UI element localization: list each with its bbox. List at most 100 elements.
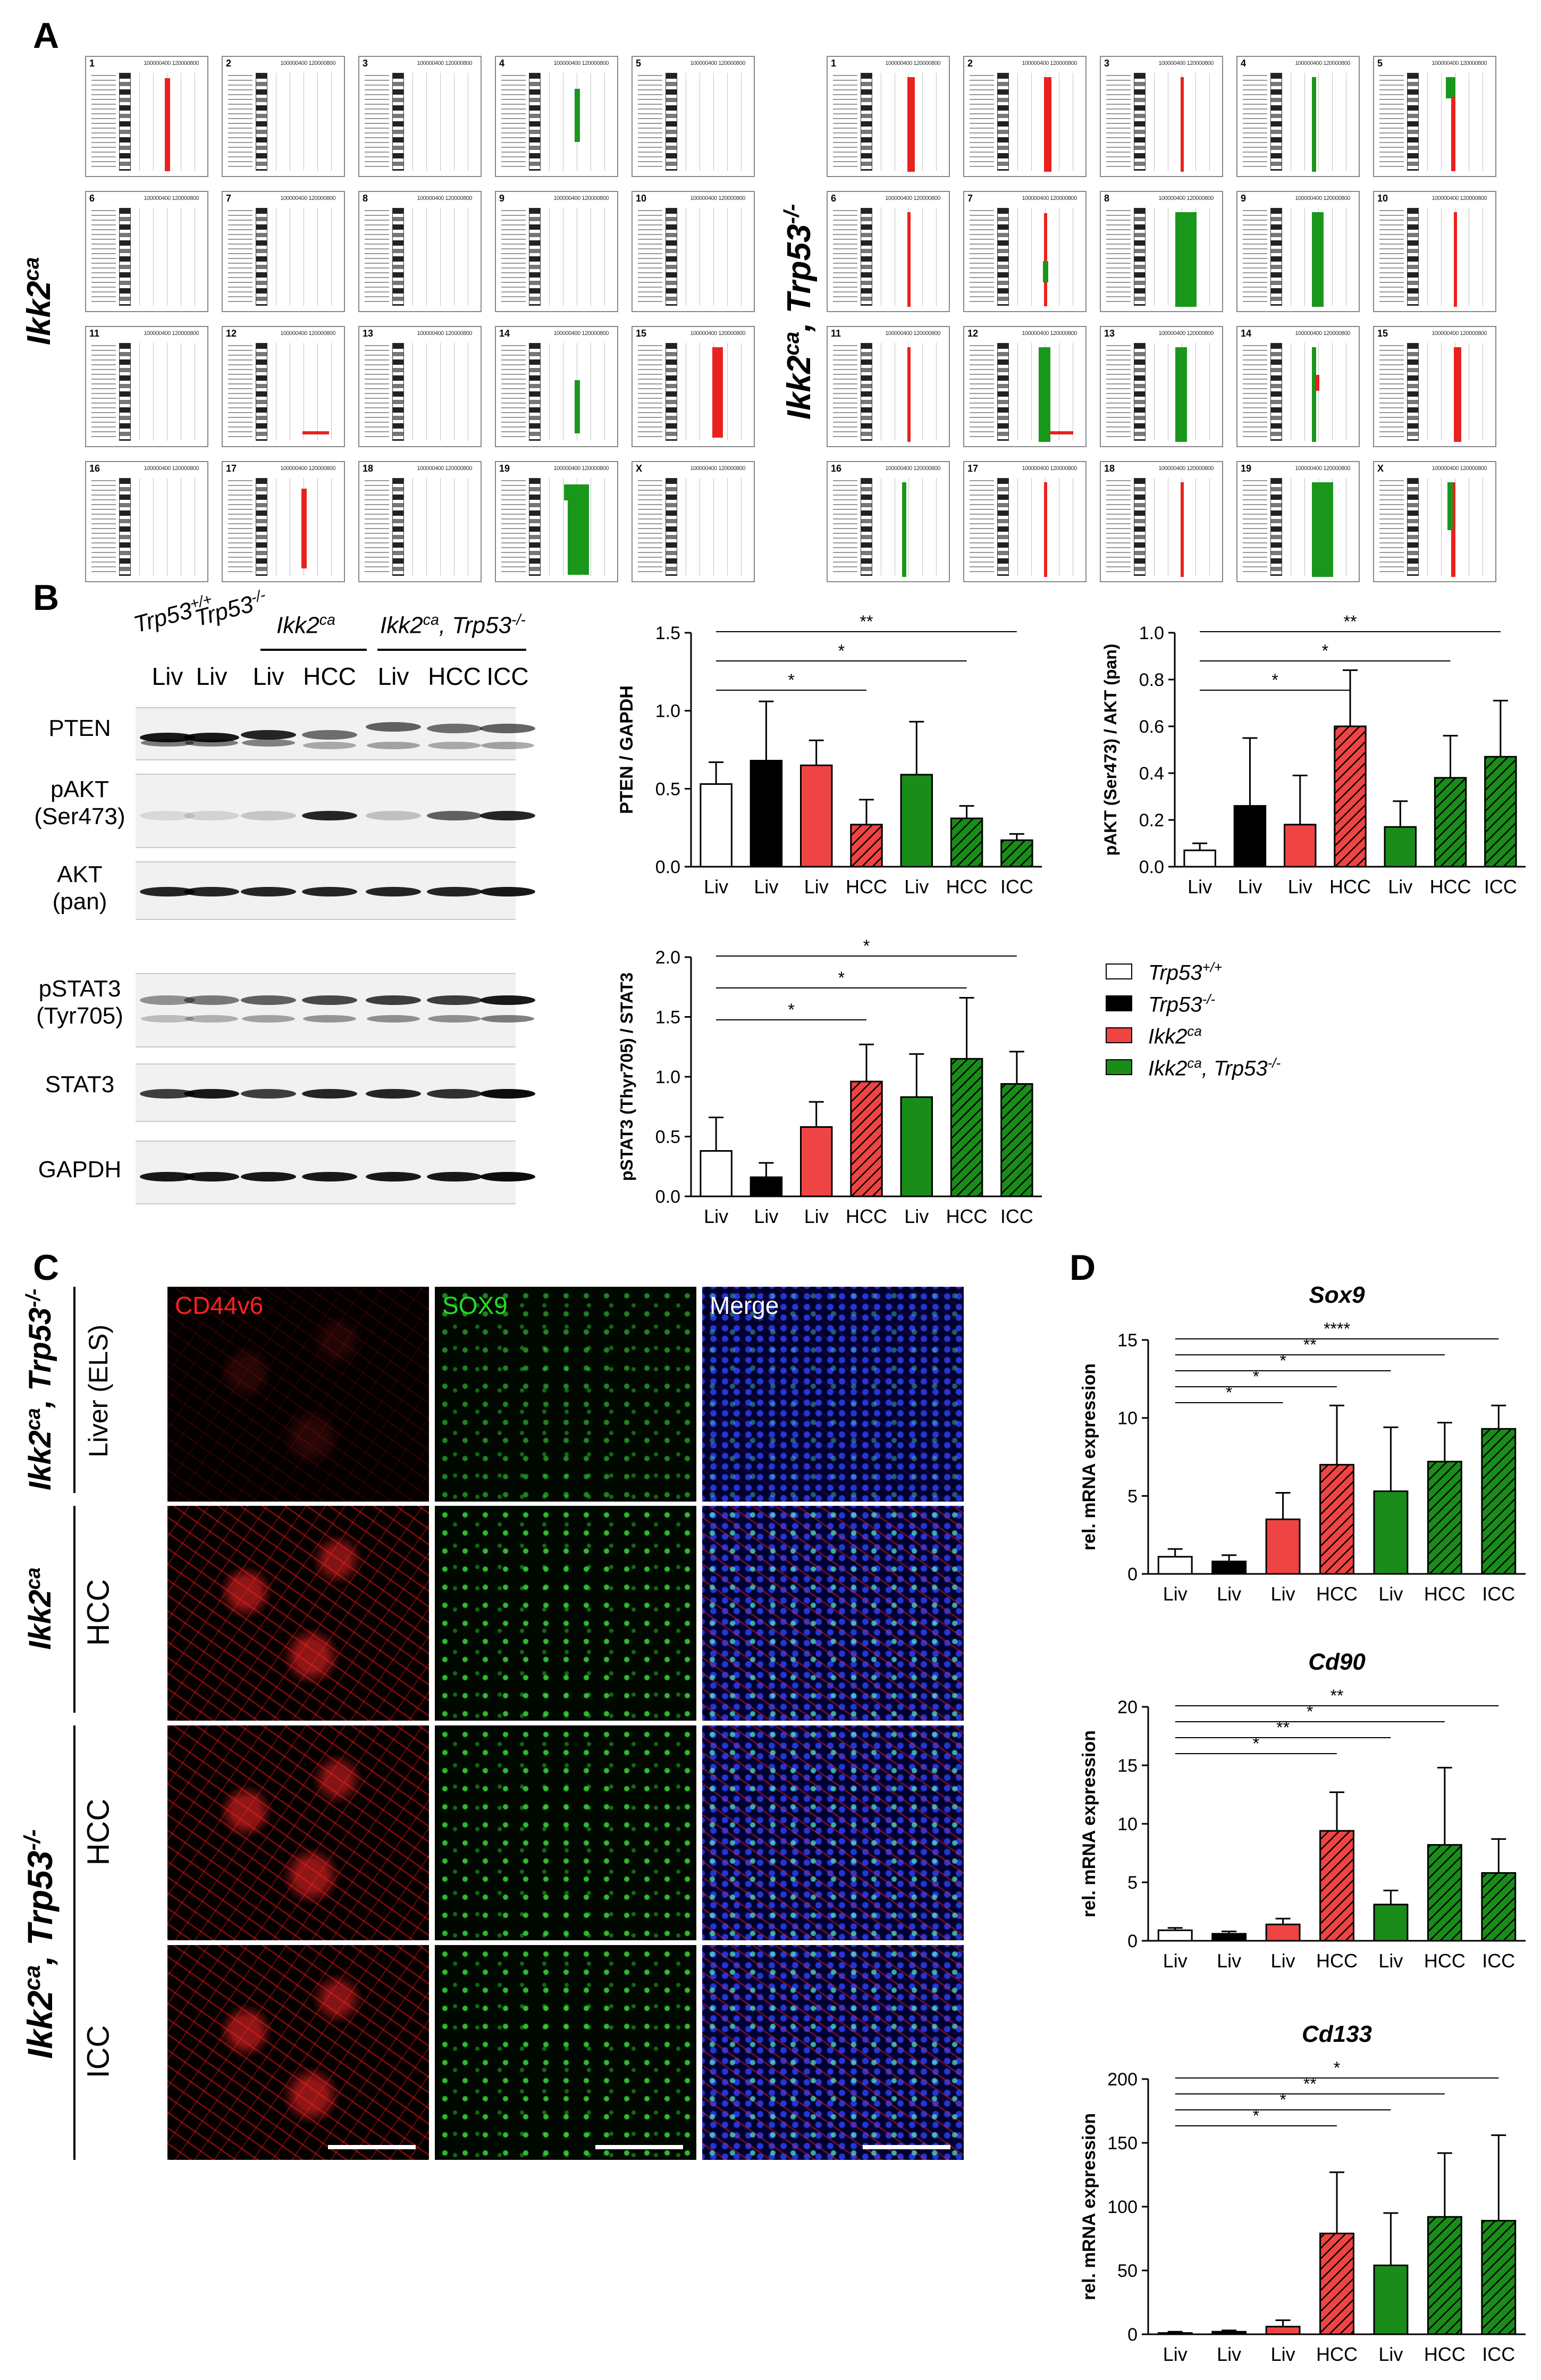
lane-label: Liv [151, 663, 183, 690]
chromosome-panel-9: 9 100000400 120000800 [1236, 191, 1360, 312]
y-tick-label: 1.5 [655, 1008, 680, 1028]
blot-band [481, 742, 534, 749]
chromosome-panel-5: 5 100000400 120000800 [1373, 56, 1496, 177]
ideogram [666, 343, 677, 441]
position-grid [686, 478, 747, 576]
chromosome-scale: 100000400 120000800 [280, 330, 335, 337]
chromosome-panel-16: 16 100000400 120000800 [827, 461, 950, 582]
significance-label: * [1253, 1734, 1259, 1753]
chromosome-scale: 100000400 120000800 [1022, 330, 1077, 337]
karyogram-ikk2ca-trp53: 1 100000400 120000800 2 100000400 120000800… [827, 56, 1496, 588]
bar [950, 817, 983, 868]
legend-swatch-trp53-ko [1106, 995, 1132, 1011]
chromosome-number: 14 [499, 328, 510, 339]
band-labels [638, 480, 662, 576]
group-genotype-label: Ikk2ca, Trp53-/- [20, 1829, 60, 2059]
genotype-underline [260, 649, 367, 651]
group-divider [73, 1725, 75, 2160]
significance-label: * [1279, 2090, 1286, 2109]
significance-label: * [788, 1000, 794, 1019]
ideogram [1134, 73, 1146, 171]
blot-band [185, 1015, 238, 1023]
bar [1427, 1461, 1462, 1575]
chromosome-number: 13 [363, 328, 374, 339]
x-tick-label: HCC [1329, 876, 1371, 898]
western-genotype-header: Ikk2ca [276, 611, 335, 639]
band-labels [1243, 210, 1267, 306]
tissue-label: Liver (ELS) [83, 1324, 113, 1458]
significance-label: ** [1303, 1335, 1317, 1354]
cnv-segment [1039, 347, 1050, 442]
bar [1373, 1904, 1409, 1942]
chromosome-number: 9 [499, 193, 505, 204]
ideogram [997, 208, 1009, 306]
band-labels [970, 345, 994, 441]
blot-strip [136, 973, 535, 1047]
protein-label: GAPDH [38, 1157, 122, 1183]
ideogram [666, 73, 677, 171]
band-labels [1243, 75, 1267, 171]
x-tick-label: Liv [704, 1205, 728, 1227]
chromosome-scale: 100000400 120000800 [553, 465, 609, 472]
blot-band [302, 811, 357, 820]
chromosome-panel-12: 12 100000400 120000800 [222, 326, 345, 447]
chromosome-panel-14: 14 100000400 120000800 [495, 326, 618, 447]
chromosome-panel-X: X 100000400 120000800 [631, 461, 755, 582]
blot-band [241, 730, 296, 740]
blot-band [184, 1172, 239, 1181]
chromosome-scale: 100000400 120000800 [1158, 60, 1214, 66]
chromosome-scale: 100000400 120000800 [885, 465, 940, 472]
significance-label: * [1226, 1383, 1232, 1402]
ideogram [119, 208, 131, 306]
chart-cd133: Cd133 0 50 100 150 200 rel. mRNA expression Liv… [1079, 2021, 1526, 2365]
cnv-segment [1315, 375, 1319, 391]
ideogram [1407, 478, 1419, 576]
chromosome-scale: 100000400 120000800 [553, 60, 609, 66]
significance-label: ** [1303, 2074, 1317, 2093]
chromosome-scale: 100000400 120000800 [1295, 60, 1350, 66]
x-tick-label: HCC [946, 876, 988, 898]
blot-band [241, 995, 296, 1005]
y-tick-label: 10 [1117, 1409, 1138, 1429]
chromosome-number: X [636, 463, 643, 474]
blot-strip [136, 861, 535, 920]
band-labels [638, 75, 662, 171]
cnv-segment [1312, 347, 1316, 442]
bar [1481, 2219, 1517, 2335]
legend-label-trp53-ko: Trp53-/- [1148, 991, 1216, 1017]
y-tick-label: 0.0 [1139, 857, 1164, 877]
x-tick-label: Liv [1163, 2343, 1188, 2365]
y-tick-label: 0.0 [655, 1187, 680, 1207]
legend-label-trp53-wt: Trp53+/+ [1148, 959, 1223, 985]
chromosome-number: 5 [1377, 58, 1383, 69]
chart-pten-gapdh: 0.0 0.5 1.0 1.5 PTEN / GAPDH Liv Liv Liv HCC Liv H… [617, 612, 1042, 898]
micrograph-merge [702, 1945, 964, 2160]
panel-a-left-genotype: Ikk2ca [19, 257, 58, 346]
cnv-segment [302, 431, 329, 434]
position-grid [276, 478, 338, 576]
chromosome-scale: 100000400 120000800 [417, 60, 472, 66]
cnv-segment [1451, 482, 1455, 577]
chromosome-scale: 100000400 120000800 [1022, 195, 1077, 202]
position-grid [549, 343, 611, 441]
band-labels [91, 210, 116, 306]
position-grid [412, 73, 474, 171]
blot-band [427, 1089, 482, 1099]
ideogram [1407, 343, 1419, 441]
western-genotype-header: Ikk2ca, Trp53-/- [380, 611, 526, 639]
blot-band [141, 1015, 194, 1023]
x-tick-label: Liv [1271, 1950, 1295, 1972]
blot-band [367, 1015, 420, 1023]
chromosome-panel-10: 10 100000400 120000800 [631, 191, 755, 312]
band-labels [970, 210, 994, 306]
chromosome-number: 12 [226, 328, 237, 339]
y-tick-label: 0 [1127, 1931, 1138, 1951]
cnv-segment [1044, 482, 1047, 577]
cnv-segment [575, 89, 580, 142]
chromosome-panel-4: 4 100000400 120000800 [495, 56, 618, 177]
band-labels [1106, 480, 1131, 576]
blot-band [366, 722, 421, 732]
chromosome-number: 1 [89, 58, 95, 69]
y-tick-label: 1.0 [655, 701, 680, 722]
position-grid [1154, 478, 1216, 576]
